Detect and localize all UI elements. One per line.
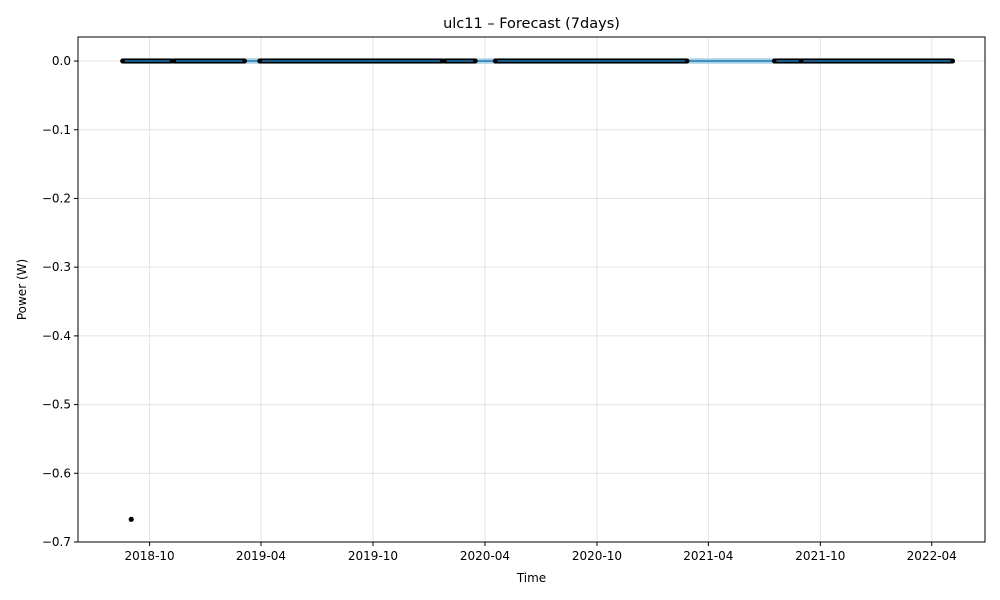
x-tick-label: 2022-04: [907, 549, 957, 563]
x-tick-label: 2021-10: [795, 549, 845, 563]
y-tick-label: −0.3: [42, 260, 71, 274]
plot-frame: [77, 36, 986, 543]
y-axis-ticks: 0.0 −0.1 −0.2 −0.3 −0.4 −0.5 −0.6 −0.7: [42, 54, 78, 549]
x-tick-label: 2021-04: [683, 549, 733, 563]
y-tick-label: −0.4: [42, 329, 71, 343]
y-tick-label: −0.1: [42, 123, 71, 137]
x-tick-label: 2020-04: [460, 549, 510, 563]
y-tick-label: −0.2: [42, 191, 71, 205]
x-tick-label: 2019-04: [236, 549, 286, 563]
x-axis-ticks: 2018-10 2019-04 2019-10 2020-04 2020-10 2021-…: [125, 542, 957, 563]
y-tick-label: −0.7: [42, 535, 71, 549]
x-axis-label: Time: [516, 571, 546, 585]
outlier-point: [128, 516, 134, 522]
y-axis-label: Power (W): [15, 259, 29, 320]
observed-points-group: [120, 58, 956, 522]
y-tick-label: 0.0: [52, 54, 71, 68]
x-tick-label: 2020-10: [572, 549, 622, 563]
chart-title: ulc11 – Forecast (7days): [443, 16, 620, 32]
y-tick-label: −0.6: [42, 466, 71, 480]
x-tick-label: 2018-10: [125, 549, 175, 563]
x-tick-label: 2019-10: [348, 549, 398, 563]
y-tick-label: −0.5: [42, 398, 71, 412]
grid: [78, 37, 985, 543]
